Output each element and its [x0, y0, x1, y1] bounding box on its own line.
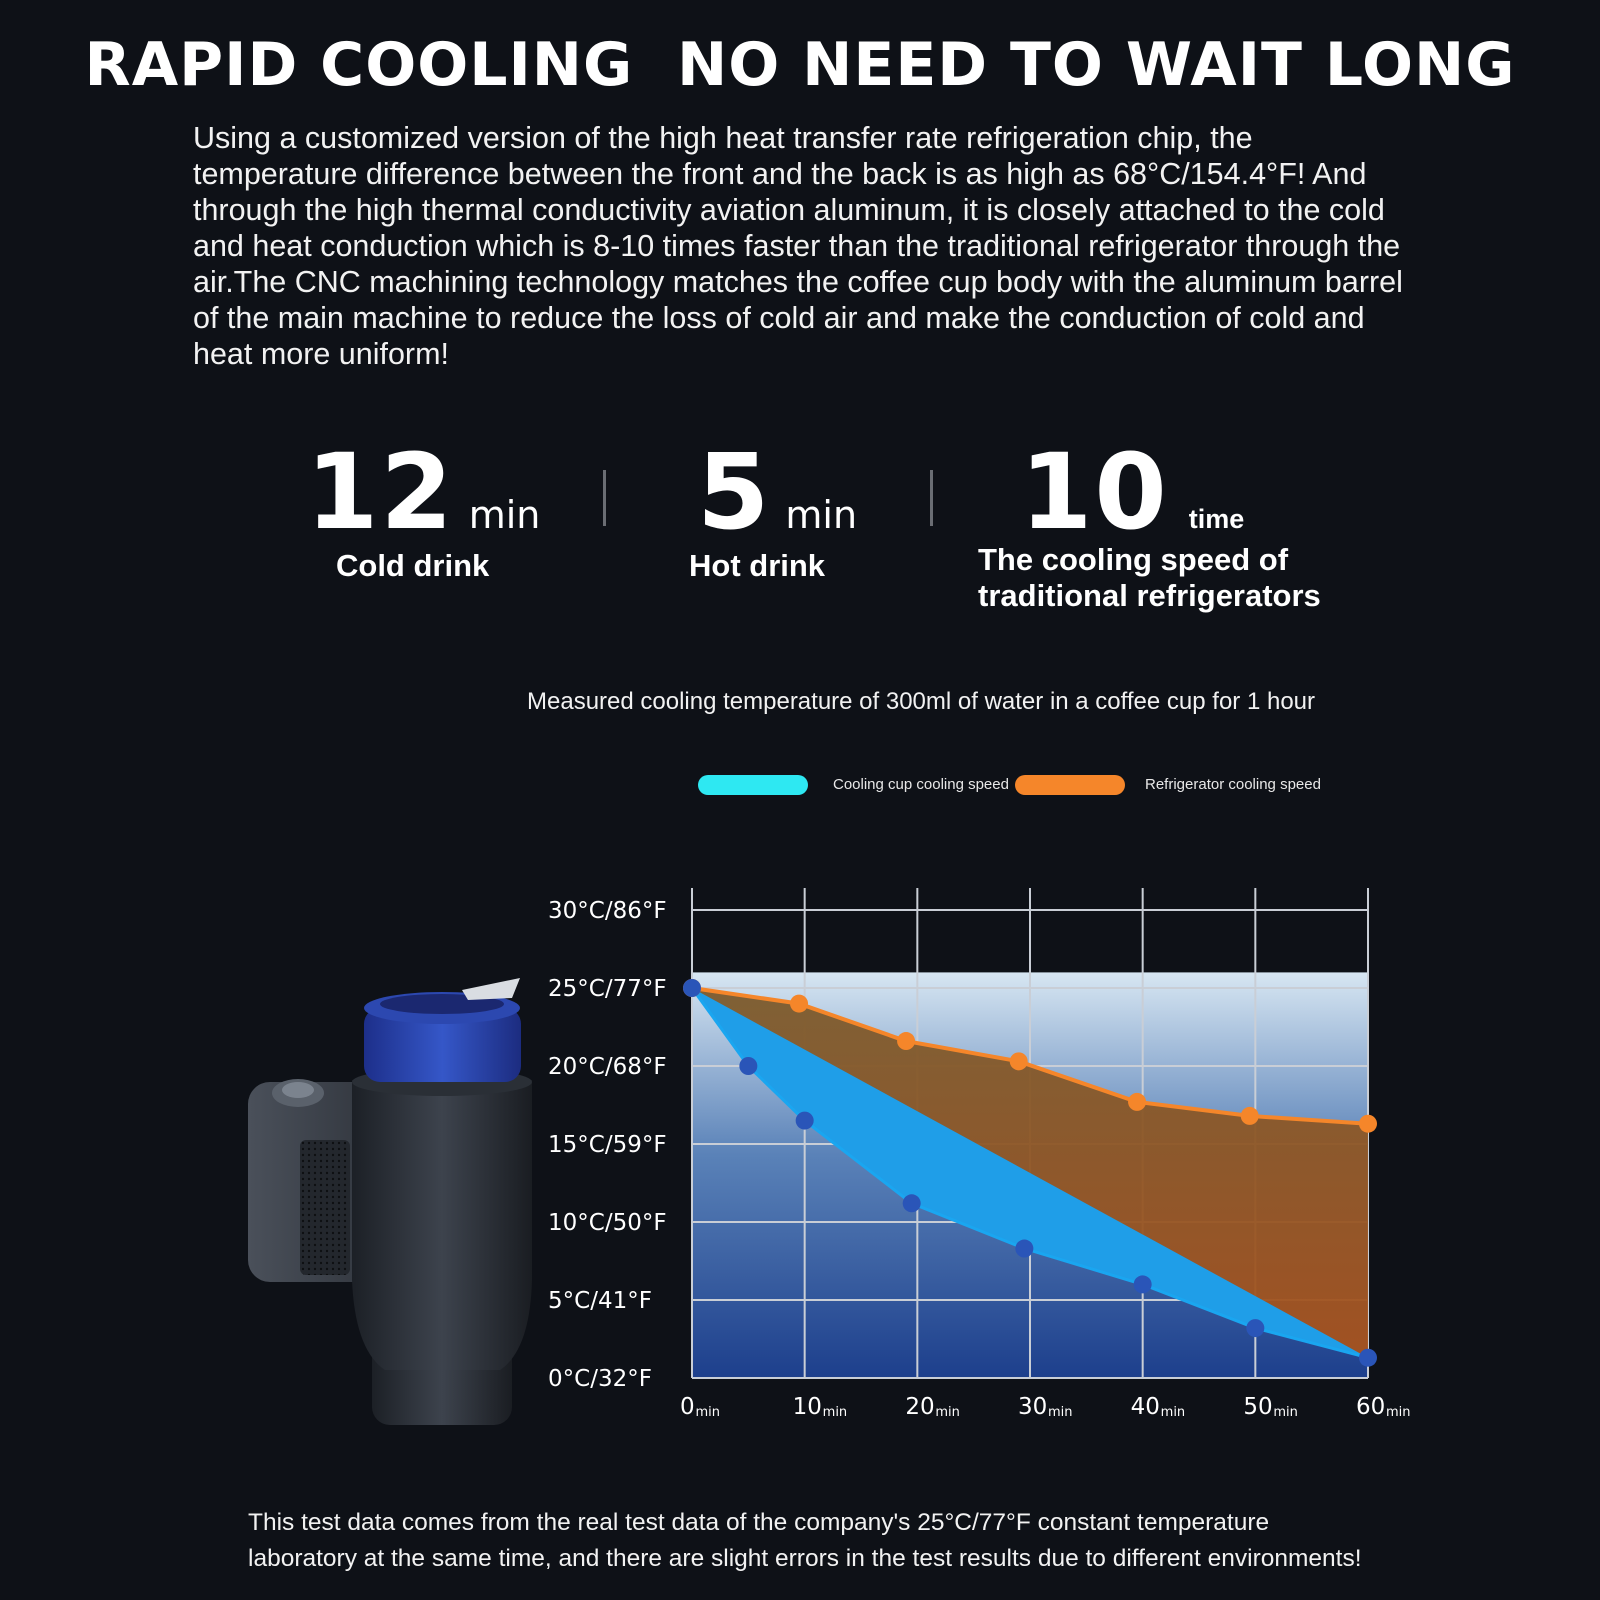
cooling-cup-point [1359, 1348, 1377, 1367]
legend-swatch-refrigerator [1015, 775, 1125, 795]
x-tick-label: 50 [1243, 1394, 1272, 1420]
refrigerator-point [1240, 1106, 1259, 1125]
chart-title: Measured cooling temperature of 300ml of… [527, 688, 1316, 715]
legend-label-refrigerator: Refrigerator cooling speed [1145, 776, 1321, 793]
note-line-1: This test data comes from the real test … [248, 1509, 1270, 1536]
cooling-cup-point [683, 979, 701, 997]
stat-unit: min [468, 493, 541, 537]
x-tick-unit: min [1273, 1405, 1298, 1420]
stat-label-line2: traditional refrigerators [978, 578, 1321, 613]
refrigerator-point [1359, 1114, 1377, 1133]
y-tick-label: 30°C/86°F [548, 898, 667, 924]
cooling-cup-band [692, 988, 1368, 1358]
y-tick-label: 5°C/41°F [548, 1288, 652, 1314]
legend-swatch-cooling-cup [698, 775, 808, 795]
x-tick-label: 0 [680, 1394, 695, 1420]
stat-cooling-speed: 10 time The cooling speed of traditional … [978, 431, 1440, 614]
refrigerator-point [897, 1032, 916, 1051]
y-tick-label: 0°C/32°F [548, 1366, 652, 1392]
stat-label-line1: The cooling speed of [978, 542, 1289, 577]
stat-cold-drink: 12 min Cold drink [306, 440, 566, 584]
x-axis-ticks: 0 min 10 min 20 min 30 min 40 min 50 min 60 min [680, 1394, 1411, 1420]
refrigerator-point [790, 994, 809, 1013]
x-tick-label: 20 [905, 1394, 934, 1420]
x-tick-label: 10 [793, 1394, 822, 1420]
chart-legend: Cooling cup cooling speed Refrigerator c… [0, 770, 1600, 800]
x-tick-unit: min [823, 1405, 848, 1420]
headline: RAPID COOLING NO NEED TO WAIT LONG [84, 30, 1516, 100]
y-tick-label: 20°C/68°F [548, 1054, 667, 1080]
y-tick-label: 25°C/77°F [548, 976, 667, 1002]
stat-unit: min [785, 493, 858, 537]
cooling-cup-point [1246, 1319, 1265, 1338]
cooling-cup-point [902, 1194, 921, 1213]
stat-divider [603, 470, 606, 526]
x-tick-label: 30 [1018, 1394, 1047, 1420]
x-tick-label: 60 [1356, 1394, 1385, 1420]
x-tick-unit: min [1386, 1405, 1411, 1420]
stat-hot-drink: 5 min Hot drink [689, 431, 897, 584]
cooling-cup-line [690, 987, 1369, 1360]
stat-label: Hot drink [689, 548, 826, 583]
refrigerator-point [1009, 1052, 1028, 1071]
y-tick-label: 10°C/50°F [548, 1210, 667, 1236]
cooling-cup-point [795, 1111, 814, 1130]
stat-divider [930, 470, 933, 526]
stat-value: 10 [1020, 431, 1169, 553]
y-axis-ticks: 0°C/32°F 5°C/41°F 10°C/50°F 15°C/59°F 20°C/6… [548, 898, 667, 1392]
cooling-cup-point [1015, 1239, 1034, 1258]
stat-value: 12 [306, 431, 455, 553]
stat-label: Cold drink [336, 548, 490, 583]
test-note: This test data comes from the real test … [248, 1505, 1448, 1577]
x-tick-label: 40 [1131, 1394, 1160, 1420]
cooling-cup-point [1133, 1275, 1152, 1294]
cup-cooler-device-illustration [248, 978, 532, 1425]
x-tick-unit: min [1161, 1405, 1186, 1420]
x-tick-unit: min [696, 1405, 721, 1420]
x-tick-unit: min [935, 1405, 960, 1420]
stat-unit: time [1188, 504, 1245, 534]
x-tick-unit: min [1048, 1405, 1073, 1420]
intro-paragraph: Using a customized version of the high h… [193, 121, 1403, 371]
y-tick-label: 15°C/59°F [548, 1132, 667, 1158]
cooling-cup-point [739, 1057, 758, 1075]
chart-areas [692, 988, 1368, 1358]
refrigerator-point [1128, 1092, 1147, 1111]
legend-label-cooling-cup: Cooling cup cooling speed [833, 776, 1009, 793]
chart-points [683, 979, 1377, 1367]
note-line-2: laboratory at the same time, and there a… [248, 1545, 1362, 1572]
stat-value: 5 [697, 431, 772, 553]
